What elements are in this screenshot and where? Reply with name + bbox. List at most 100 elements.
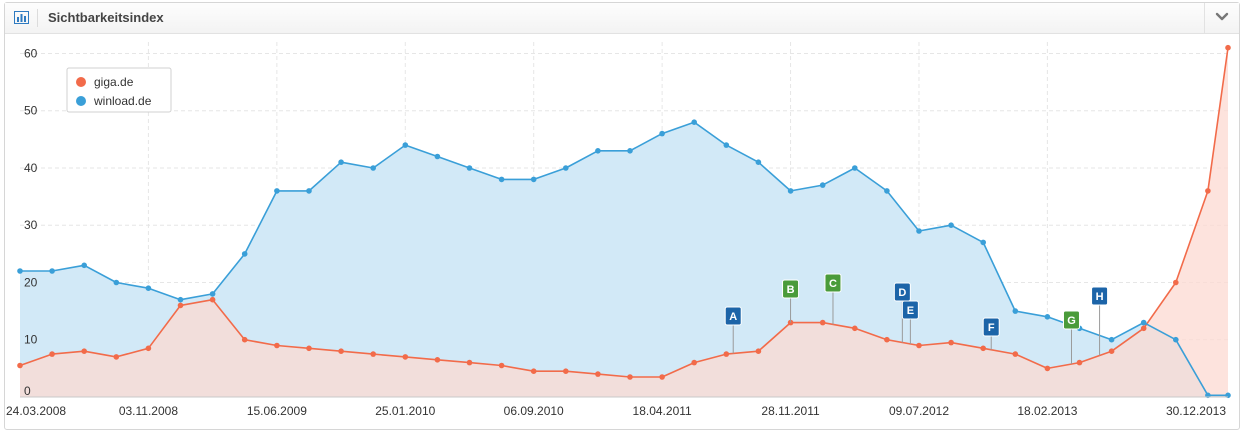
- data-point-winload[interactable]: [241, 251, 248, 257]
- x-tick-label: 09.07.2012: [889, 404, 949, 418]
- data-point-giga[interactable]: [145, 345, 152, 352]
- data-point-giga[interactable]: [723, 351, 730, 357]
- data-point-giga[interactable]: [498, 362, 505, 369]
- data-point-winload[interactable]: [755, 159, 762, 165]
- data-point-winload[interactable]: [819, 182, 826, 188]
- annotation-flag-h[interactable]: H: [1091, 286, 1109, 356]
- data-point-giga[interactable]: [1205, 188, 1211, 194]
- legend-marker-giga: [76, 77, 86, 87]
- data-point-giga[interactable]: [1076, 359, 1083, 366]
- data-point-giga[interactable]: [241, 336, 248, 343]
- data-point-winload[interactable]: [49, 268, 55, 274]
- data-point-giga[interactable]: [627, 374, 633, 380]
- data-point-winload[interactable]: [145, 285, 152, 292]
- y-tick-label: 20: [24, 275, 38, 289]
- data-point-giga[interactable]: [691, 359, 697, 366]
- data-point-giga[interactable]: [402, 354, 409, 360]
- data-point-winload[interactable]: [434, 153, 441, 160]
- data-point-winload[interactable]: [370, 165, 377, 171]
- data-point-winload[interactable]: [274, 188, 280, 194]
- data-point-winload[interactable]: [948, 222, 954, 228]
- data-point-winload[interactable]: [1140, 319, 1147, 326]
- data-point-winload[interactable]: [916, 228, 922, 234]
- data-point-winload[interactable]: [1012, 308, 1019, 314]
- annotation-flag-g[interactable]: G: [1062, 310, 1080, 365]
- annotation-flag-e[interactable]: E: [901, 300, 919, 344]
- chart-legend: giga.de winload.de: [66, 67, 172, 113]
- data-point-winload[interactable]: [691, 119, 697, 125]
- data-point-winload[interactable]: [884, 188, 890, 194]
- data-point-winload[interactable]: [595, 148, 601, 154]
- data-point-winload[interactable]: [177, 296, 184, 303]
- data-point-winload[interactable]: [563, 165, 569, 171]
- data-point-winload[interactable]: [113, 279, 120, 286]
- data-point-winload[interactable]: [498, 176, 505, 183]
- data-point-winload[interactable]: [81, 262, 87, 269]
- data-point-giga[interactable]: [113, 354, 120, 360]
- annotation-flag-c[interactable]: C: [824, 273, 842, 325]
- data-point-giga[interactable]: [1140, 325, 1147, 332]
- svg-text:C: C: [829, 278, 837, 290]
- chart-axes: 24.03.2008 03.11.2008 15.06.2009 25.01.2010…: [6, 46, 1228, 418]
- data-point-winload[interactable]: [306, 188, 312, 194]
- y-tick-label: 30: [24, 218, 38, 232]
- data-point-winload[interactable]: [209, 291, 216, 297]
- data-point-giga[interactable]: [1044, 365, 1051, 372]
- data-point-winload[interactable]: [852, 165, 858, 171]
- data-point-giga[interactable]: [81, 348, 87, 355]
- annotation-flag-f[interactable]: F: [982, 317, 1000, 350]
- annotation-flag-a[interactable]: A: [724, 306, 742, 354]
- data-point-giga[interactable]: [916, 342, 922, 349]
- legend-label-giga: giga.de: [94, 75, 134, 89]
- data-point-giga[interactable]: [306, 345, 312, 352]
- svg-text:G: G: [1067, 315, 1076, 327]
- data-point-winload[interactable]: [402, 142, 409, 148]
- data-point-giga[interactable]: [370, 351, 377, 357]
- data-point-winload[interactable]: [723, 142, 730, 148]
- data-point-winload[interactable]: [1108, 336, 1115, 343]
- data-point-winload[interactable]: [338, 159, 344, 165]
- data-point-winload[interactable]: [627, 148, 633, 154]
- data-point-giga[interactable]: [755, 348, 762, 355]
- bar-chart-icon: [14, 11, 29, 24]
- svg-text:H: H: [1096, 291, 1104, 303]
- data-point-giga[interactable]: [1173, 279, 1179, 286]
- collapse-button[interactable]: [1204, 3, 1239, 33]
- data-point-giga[interactable]: [659, 374, 665, 380]
- data-point-giga[interactable]: [787, 319, 794, 326]
- panel-title: Sichtbarkeitsindex: [48, 10, 164, 25]
- data-point-giga[interactable]: [338, 348, 344, 355]
- x-tick-label: 25.01.2010: [375, 404, 435, 418]
- data-point-giga[interactable]: [948, 339, 954, 346]
- data-point-giga[interactable]: [852, 325, 858, 332]
- annotation-flag-b[interactable]: B: [782, 279, 800, 323]
- data-point-giga[interactable]: [884, 336, 890, 343]
- data-point-giga[interactable]: [530, 368, 537, 375]
- data-point-winload[interactable]: [787, 188, 794, 194]
- data-point-winload[interactable]: [466, 165, 473, 171]
- data-point-winload[interactable]: [980, 239, 986, 246]
- data-point-giga[interactable]: [274, 342, 280, 349]
- data-point-giga[interactable]: [466, 359, 473, 366]
- chart-points: [17, 44, 1231, 399]
- panel-header: Sichtbarkeitsindex: [5, 3, 1239, 34]
- data-point-giga[interactable]: [17, 362, 23, 369]
- data-point-winload[interactable]: [530, 176, 537, 183]
- data-point-winload[interactable]: [17, 268, 23, 274]
- data-point-giga[interactable]: [1108, 348, 1115, 355]
- data-point-giga[interactable]: [980, 345, 986, 352]
- data-point-giga[interactable]: [1012, 351, 1019, 357]
- data-point-giga[interactable]: [563, 368, 569, 375]
- data-point-giga[interactable]: [209, 296, 216, 303]
- data-point-giga[interactable]: [595, 371, 601, 377]
- chevron-down-icon: [1215, 12, 1229, 21]
- data-point-winload[interactable]: [1044, 314, 1051, 320]
- data-point-giga[interactable]: [434, 357, 441, 363]
- data-point-giga[interactable]: [49, 351, 55, 357]
- data-point-giga[interactable]: [819, 319, 826, 326]
- y-tick-label: 50: [24, 104, 38, 118]
- data-point-giga[interactable]: [177, 302, 184, 309]
- data-point-winload[interactable]: [659, 130, 665, 137]
- data-point-winload[interactable]: [1173, 336, 1179, 343]
- data-point-giga[interactable]: [1225, 44, 1231, 51]
